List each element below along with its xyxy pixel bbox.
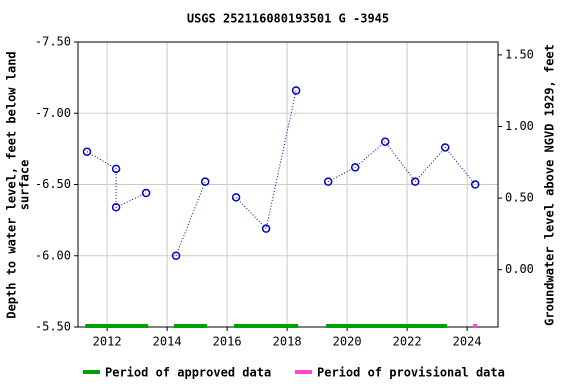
- data-point: [82, 147, 92, 156]
- y2-tick-label: 1.50: [505, 47, 534, 61]
- data-point: [231, 193, 241, 202]
- x-tick-label: 2018: [273, 335, 302, 349]
- period-bar: [234, 324, 299, 328]
- series-line: [86, 90, 476, 256]
- y-tick-label: -7.50: [35, 35, 71, 49]
- x-tick-label: 2024: [453, 335, 482, 349]
- y-axis-label: Depth to water level, feet below land: [5, 51, 19, 318]
- period-bar: [473, 324, 477, 328]
- y2-tick-label: 1.00: [505, 119, 534, 133]
- data-point: [200, 177, 210, 186]
- x-tick-label: 2014: [153, 335, 182, 349]
- period-bar: [85, 324, 149, 328]
- x-tick-label: 2022: [393, 335, 422, 349]
- y2-tick-label: 0.50: [505, 191, 534, 205]
- data-point: [111, 164, 121, 174]
- y-axis-label: surface: [18, 160, 32, 211]
- y2-axis-label: Groundwater level above NGVD 1929, feet: [543, 44, 557, 326]
- legend-label: Period of provisional data: [317, 366, 505, 380]
- x-tick-label: 2020: [333, 335, 362, 349]
- data-point: [141, 188, 151, 198]
- period-bar: [326, 324, 447, 328]
- y-tick-label: -5.50: [35, 320, 71, 334]
- y-tick-label: -6.50: [35, 177, 71, 191]
- data-point: [470, 180, 480, 189]
- y-tick-label: -7.00: [35, 106, 71, 120]
- y-tick-label: -6.00: [35, 248, 71, 262]
- chart-title: USGS 252116080193501 G -3945: [187, 12, 389, 26]
- data-point: [350, 163, 360, 172]
- data-point: [323, 177, 333, 186]
- data-point: [380, 137, 390, 146]
- data-point: [291, 86, 301, 95]
- data-point: [410, 177, 420, 186]
- period-bar: [174, 324, 207, 328]
- data-point: [171, 251, 181, 260]
- x-tick-label: 2016: [213, 335, 242, 349]
- data-point: [111, 203, 121, 212]
- data-point: [440, 143, 450, 152]
- x-tick-label: 2012: [93, 335, 122, 349]
- data-point: [261, 224, 271, 233]
- y2-tick-label: 0.00: [505, 262, 534, 276]
- legend-label: Period of approved data: [105, 366, 271, 380]
